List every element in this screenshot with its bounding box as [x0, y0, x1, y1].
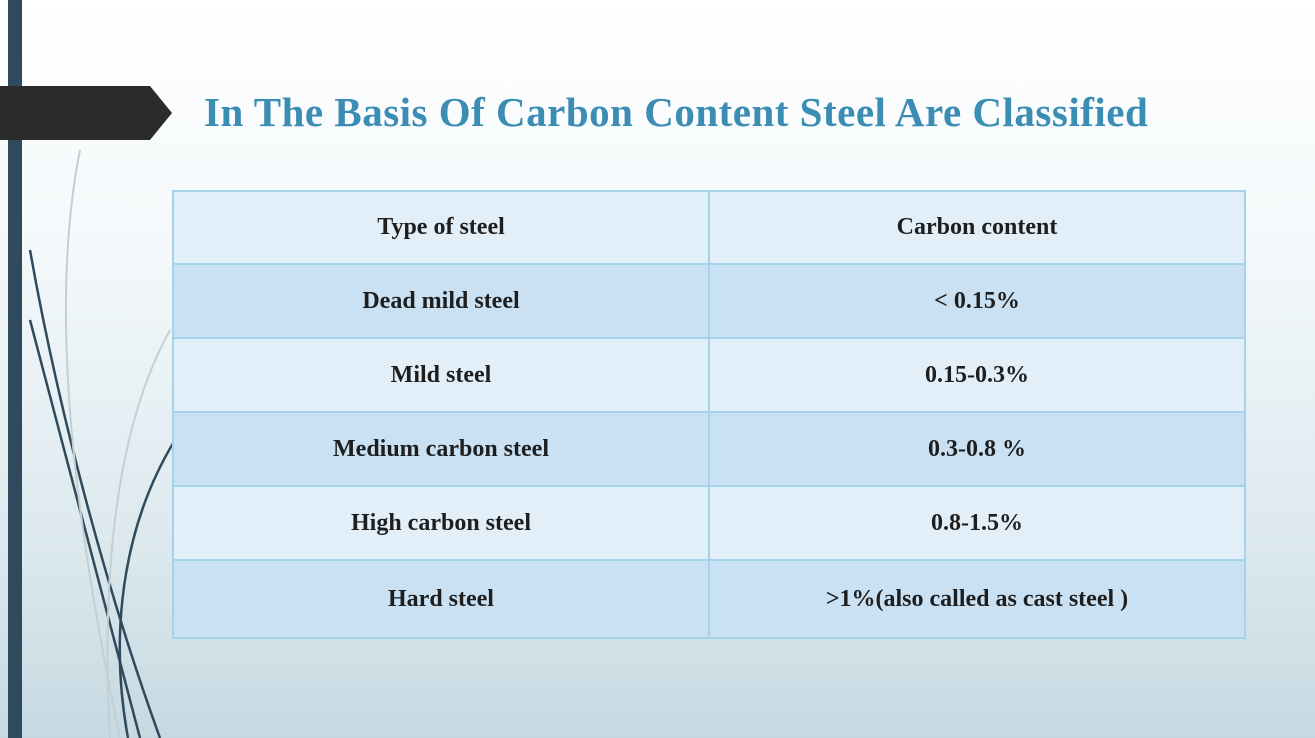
table-cell: Hard steel: [172, 559, 710, 639]
table-cell: High carbon steel: [172, 485, 710, 561]
faint-curves: [64, 149, 171, 738]
steel-table: Type of steel Carbon content Dead mild s…: [172, 190, 1246, 639]
table-row: High carbon steel 0.8-1.5%: [172, 485, 1246, 561]
header-cell: Type of steel: [172, 190, 710, 265]
slide-title: In The Basis Of Carbon Content Steel Are…: [204, 89, 1149, 135]
table-body: Dead mild steel < 0.15% Mild steel 0.15-0.3…: [172, 263, 1246, 639]
table-cell: 0.8-1.5%: [708, 485, 1246, 561]
table-row: Hard steel >1%(also called as cast steel …: [172, 559, 1246, 639]
header-row: Type of steel Carbon content: [172, 190, 1246, 265]
table-row: Mild steel 0.15-0.3%: [172, 337, 1246, 413]
table-cell: 0.3-0.8 %: [708, 411, 1246, 487]
header-cell: Carbon content: [708, 190, 1246, 265]
table-cell: >1%(also called as cast steel ): [708, 559, 1246, 639]
table-row: Medium carbon steel 0.3-0.8 %: [172, 411, 1246, 487]
table-cell: Medium carbon steel: [172, 411, 710, 487]
side-bar: [8, 0, 22, 738]
table-row: Dead mild steel < 0.15%: [172, 263, 1246, 339]
table-cell: Mild steel: [172, 337, 710, 413]
title-arrow: [0, 86, 172, 140]
table-cell: Dead mild steel: [172, 263, 710, 339]
table-cell: 0.15-0.3%: [708, 337, 1246, 413]
curves: [28, 249, 177, 738]
table-cell: < 0.15%: [708, 263, 1246, 339]
